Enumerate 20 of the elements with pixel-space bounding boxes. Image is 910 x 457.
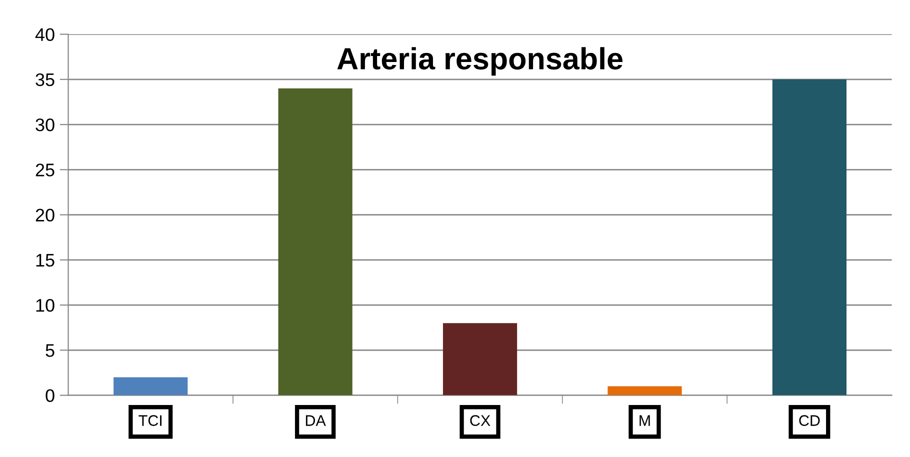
x-tick-label: CD xyxy=(799,415,820,426)
y-tick-label: 40 xyxy=(35,28,54,41)
x-tick-label: M xyxy=(640,415,650,426)
x-tick-label: CX xyxy=(470,415,490,426)
chart-title: Arteria responsable xyxy=(337,47,622,76)
y-tick-label: 5 xyxy=(46,344,54,357)
y-tick-label: 20 xyxy=(36,208,54,222)
y-tick-label: 25 xyxy=(36,164,54,176)
bar xyxy=(278,88,352,396)
y-tick-label: 0 xyxy=(46,389,54,402)
bar xyxy=(442,323,518,396)
y-tick-label: 10 xyxy=(36,298,54,312)
bar xyxy=(772,79,847,396)
x-tick-label: DA xyxy=(306,415,326,426)
x-tick-label: TCI xyxy=(138,415,162,426)
y-tick-label: 30 xyxy=(36,118,54,132)
y-tick-label: 35 xyxy=(36,73,54,86)
bar xyxy=(114,377,188,396)
y-tick-label: 15 xyxy=(36,254,54,267)
bar xyxy=(608,386,682,396)
